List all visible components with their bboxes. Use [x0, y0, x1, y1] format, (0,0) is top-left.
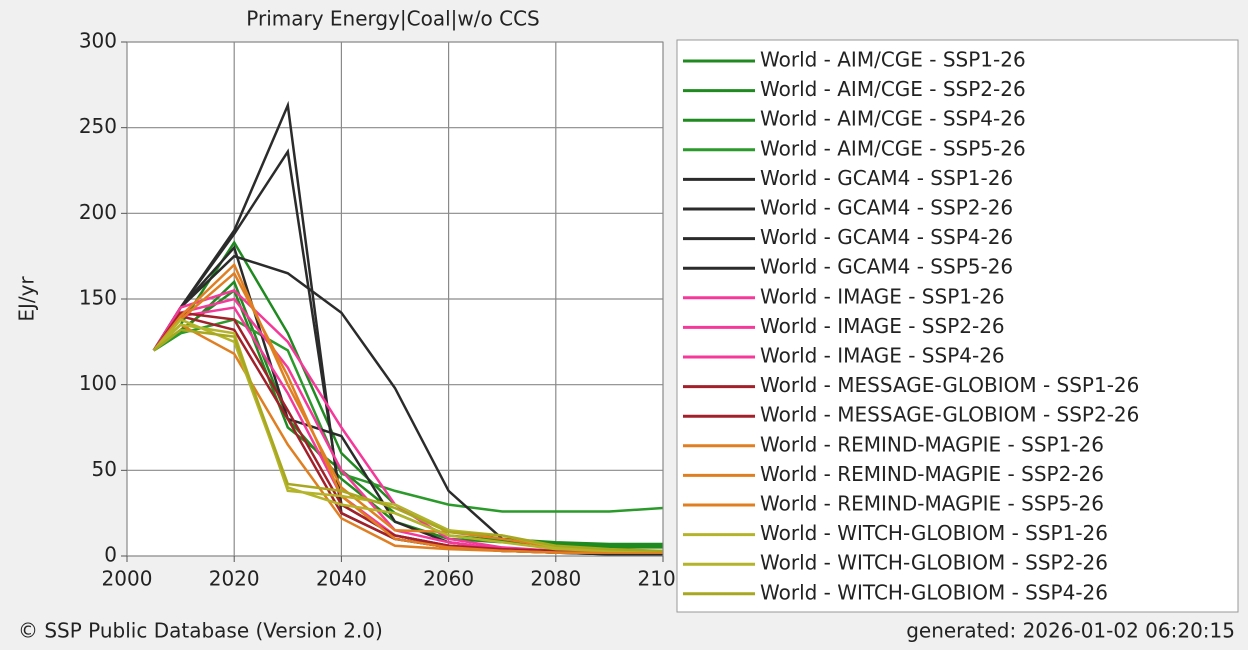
legend-label: World - AIM/CGE - SSP4-26: [760, 107, 1026, 131]
legend-label: World - GCAM4 - SSP1-26: [760, 166, 1013, 190]
legend-label: World - REMIND-MAGPIE - SSP5-26: [760, 492, 1104, 516]
legend-label: World - IMAGE - SSP4-26: [760, 344, 1005, 368]
legend-label: World - GCAM4 - SSP4-26: [760, 225, 1013, 249]
series-line: [152, 271, 663, 554]
y-tick-label: 50: [92, 457, 117, 481]
legend-label: World - GCAM4 - SSP5-26: [760, 255, 1013, 279]
legend-box: [676, 39, 1239, 613]
legend-label: World - GCAM4 - SSP2-26: [760, 196, 1013, 220]
x-tick-label: 2060: [423, 567, 474, 591]
x-tick-label: 2020: [209, 567, 260, 591]
y-tick-label: 150: [79, 286, 117, 310]
legend-label: World - WITCH-GLOBIOM - SSP2-26: [760, 551, 1108, 575]
legend-label: World - AIM/CGE - SSP1-26: [760, 48, 1026, 72]
y-tick-label: 300: [79, 29, 117, 53]
y-tick-label: 100: [79, 371, 117, 395]
y-tick-label: 200: [79, 200, 117, 224]
x-tick-label: 2040: [316, 567, 367, 591]
x-tick-label: 2080: [530, 567, 581, 591]
legend-label: World - REMIND-MAGPIE - SSP1-26: [760, 432, 1104, 456]
legend-label: World - MESSAGE-GLOBIOM - SSP2-26: [760, 403, 1139, 427]
legend-label: World - MESSAGE-GLOBIOM - SSP1-26: [760, 373, 1139, 397]
y-tick-label: 0: [104, 543, 117, 567]
series-line: [153, 328, 664, 553]
legend-label: World - IMAGE - SSP1-26: [760, 284, 1005, 308]
lines: [152, 100, 664, 556]
legend-label: World - AIM/CGE - SSP2-26: [760, 77, 1026, 101]
source-note: © SSP Public Database (Version 2.0): [18, 619, 383, 643]
chart-title: Primary Energy|Coal|w/o CCS: [246, 7, 539, 31]
legend: World - AIM/CGE - SSP1-26 World - AIM/CGE…: [676, 39, 1239, 613]
legend-label: World - WITCH-GLOBIOM - SSP4-26: [760, 580, 1108, 604]
y-axis-label: EJ/yr: [15, 276, 39, 322]
legend-label: World - IMAGE - SSP2-26: [760, 314, 1005, 338]
y-tick-label: 250: [79, 114, 117, 138]
legend-label: World - AIM/CGE - SSP5-26: [760, 136, 1026, 160]
legend-label: World - REMIND-MAGPIE - SSP2-26: [760, 462, 1104, 486]
legend-label: World - WITCH-GLOBIOM - SSP1-26: [760, 521, 1108, 545]
x-tick-label: 2000: [102, 567, 153, 591]
generated-note: generated: 2026-01-02 06:20:15: [906, 619, 1235, 643]
